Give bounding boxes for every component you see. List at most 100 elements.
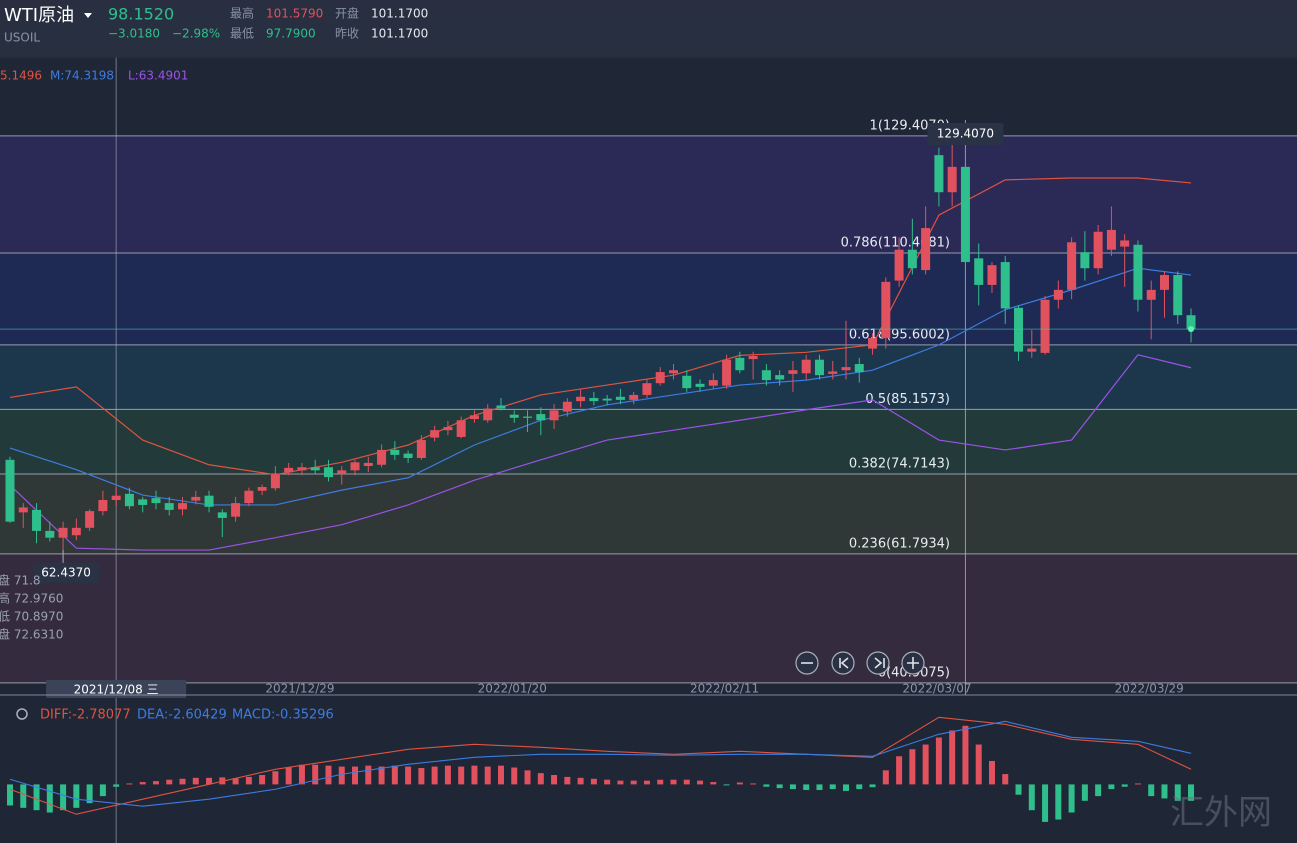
callout-bg — [927, 122, 1004, 145]
candle-body — [642, 383, 652, 395]
candle-body — [5, 459, 15, 522]
macd-bar — [697, 780, 704, 785]
macd-bar — [431, 766, 438, 785]
candle-body — [748, 355, 758, 360]
macd-bar — [1148, 784, 1155, 797]
macd-bar — [73, 784, 80, 808]
candle-body — [536, 414, 546, 421]
fib-band — [0, 135, 1297, 253]
fib-label: 0.786(110.4681) — [841, 235, 950, 250]
candle-body — [111, 495, 121, 501]
macd-bar — [1055, 784, 1062, 820]
macd-bar — [152, 781, 159, 785]
candle-body — [443, 427, 453, 431]
macd-bar — [206, 777, 213, 785]
candle-body — [32, 509, 42, 531]
candle-body — [947, 166, 957, 193]
candle-body — [390, 449, 400, 455]
candle-body — [549, 410, 559, 421]
candle-body — [284, 467, 294, 473]
fib-band — [0, 553, 1297, 683]
candle-body — [868, 338, 878, 349]
callout-bg — [33, 562, 100, 583]
candle-body — [960, 166, 970, 263]
macd-bar — [723, 784, 730, 786]
high: 101.5790 — [266, 7, 323, 21]
macd-bar — [1042, 784, 1049, 822]
macd-bar — [352, 766, 359, 785]
low: 97.7900 — [266, 27, 316, 41]
candle-body — [1040, 299, 1050, 353]
candle-body — [775, 375, 785, 380]
macd-bar — [86, 784, 93, 804]
macd-bar — [192, 777, 199, 785]
macd-bar — [1108, 784, 1115, 790]
macd-bar — [988, 760, 995, 785]
candle-body — [350, 462, 360, 471]
fib-label: 0.618(95.6002) — [849, 327, 950, 342]
macd-bar — [750, 783, 757, 785]
candle-body — [655, 372, 665, 384]
settings-icon[interactable] — [16, 708, 28, 720]
candle-body — [58, 527, 68, 538]
macd-bar — [497, 765, 504, 785]
candle-body — [204, 495, 214, 507]
price: 98.1520 — [108, 5, 174, 24]
macd-bar — [179, 778, 186, 785]
symbol[interactable]: WTI原油 — [4, 5, 74, 26]
candle-body — [828, 371, 838, 374]
code: USOIL — [4, 31, 40, 45]
candle-body — [178, 503, 188, 510]
macd-bar — [922, 744, 929, 785]
macd-bar — [391, 765, 398, 785]
fib-label: 0.5(85.1573) — [865, 392, 950, 407]
macd-bar — [803, 784, 810, 791]
candle-body — [124, 493, 134, 507]
macd-bar — [1174, 784, 1181, 801]
candle-body — [164, 503, 174, 510]
macd-bar — [7, 784, 13, 806]
dropdown-icon[interactable] — [84, 13, 92, 18]
candle-body — [788, 370, 798, 374]
fib-band — [0, 473, 1297, 554]
boll-line — [9, 354, 1192, 551]
candle-body — [1000, 262, 1010, 309]
macd-bar — [484, 766, 491, 785]
ohlc-side-label: 盘 72.6310 — [0, 627, 63, 642]
candle-body — [1053, 289, 1063, 300]
macd-bar — [272, 771, 279, 785]
zoom-icon[interactable] — [839, 657, 849, 669]
candle-body — [337, 470, 347, 475]
zoom-icon[interactable] — [907, 657, 919, 669]
zoom-icon[interactable] — [874, 657, 885, 669]
ohlc-side-label: 低 70.8970 — [0, 610, 63, 624]
zoom-button[interactable] — [866, 651, 890, 675]
candle-body — [257, 487, 267, 491]
candle-body — [270, 474, 280, 489]
fib-label: 0.236(61.7934) — [849, 536, 950, 551]
open-label: 开盘 — [335, 6, 359, 21]
change: −3.0180 — [108, 27, 160, 41]
macd-bar — [312, 764, 319, 785]
macd-bar — [935, 737, 942, 785]
candle-body — [244, 490, 254, 504]
candle-body — [708, 380, 718, 386]
macd-bar — [789, 784, 796, 790]
main-panel: 1(129.4070)0.786(110.4681)0.618(95.6002)… — [0, 56, 1297, 843]
macd-bar — [232, 778, 239, 785]
candle-body — [496, 405, 506, 409]
macd-bar — [20, 784, 27, 808]
candle-body — [934, 155, 944, 193]
macd-bar — [259, 775, 266, 785]
macd-bar — [604, 779, 611, 785]
candle-body — [894, 249, 904, 281]
macd-bar — [1015, 784, 1022, 795]
macd-bar — [1161, 784, 1168, 799]
candle-body — [430, 430, 440, 438]
candle-body — [403, 453, 413, 458]
candle-body — [523, 416, 533, 418]
macd-bar — [60, 784, 67, 811]
candle-body — [85, 511, 95, 528]
macd-bar — [1068, 784, 1075, 813]
